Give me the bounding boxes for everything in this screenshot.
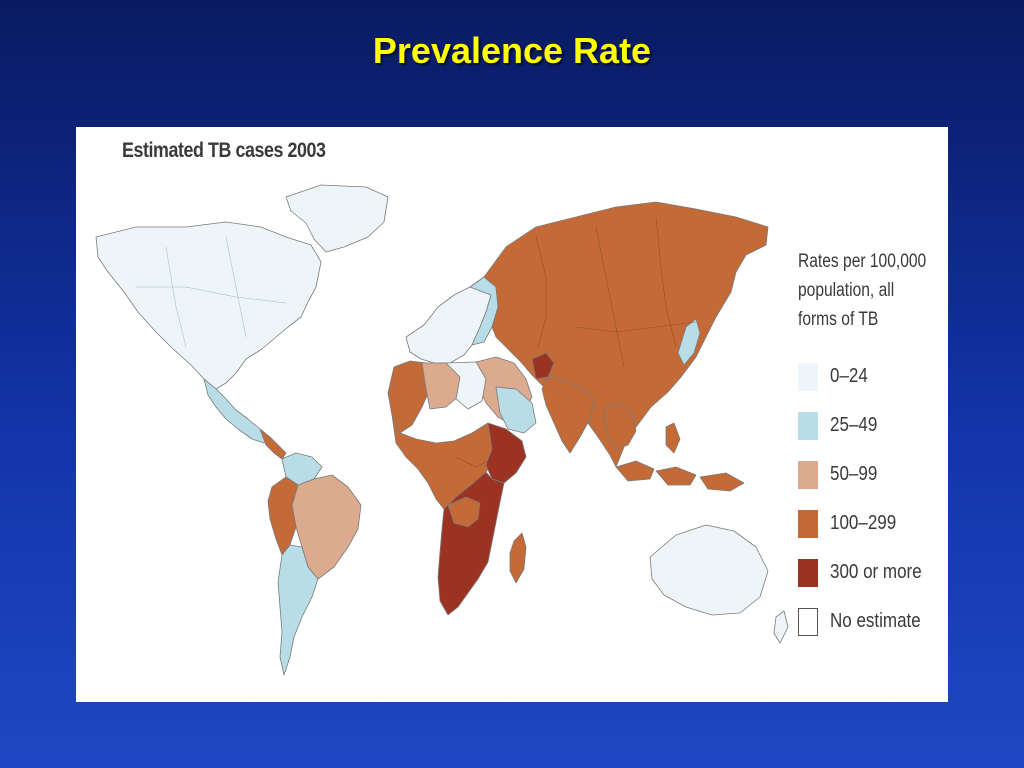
slide-title: Prevalence Rate (372, 30, 652, 71)
legend-item: No estimate (798, 597, 948, 646)
legend-swatch (798, 558, 818, 587)
legend-swatch (798, 460, 818, 489)
region-andes (267, 476, 299, 556)
legend-swatch (798, 607, 818, 636)
legend-item: 100–299 (798, 499, 948, 548)
region-india (541, 376, 595, 454)
legend-swatch (798, 411, 818, 440)
map-legend: Rates per 100,000 population, all forms … (798, 247, 948, 646)
region-madagascar (509, 532, 527, 584)
region-arabia (495, 386, 537, 434)
legend-item: 50–99 (798, 450, 948, 499)
region-north-america (95, 221, 322, 390)
legend-item: 25–49 (798, 401, 948, 450)
region-afghanistan (531, 352, 555, 380)
region-east-africa (485, 422, 527, 484)
legend-swatch (798, 509, 818, 538)
region-southern-cone (277, 544, 319, 676)
region-brazil (291, 474, 362, 580)
region-north-africa-west (387, 360, 437, 434)
tb-map-panel: Estimated TB cases 2003 Rates per 100,00… (76, 127, 948, 702)
region-indonesia-1 (615, 460, 655, 482)
legend-item: 300 or more (798, 548, 948, 597)
region-egypt-libya (445, 361, 487, 410)
legend-label: 25–49 (830, 414, 878, 436)
legend-label: 100–299 (830, 512, 897, 534)
legend-label: 0–24 (830, 365, 868, 387)
region-australia (649, 524, 769, 616)
map-heading: Estimated TB cases 2003 (122, 139, 326, 162)
region-mexico (203, 378, 271, 444)
region-indonesia-2 (655, 466, 697, 486)
region-japan (677, 318, 701, 366)
region-new-zealand (773, 610, 789, 644)
legend-label: No estimate (830, 610, 921, 632)
legend-title: Rates per 100,000 population, all forms … (798, 251, 927, 330)
region-southeast-asia (603, 402, 637, 450)
region-new-guinea (699, 472, 745, 492)
region-greenland (285, 184, 389, 253)
legend-item: 0–24 (798, 352, 948, 401)
legend-swatch (798, 362, 818, 391)
region-central-america (259, 428, 287, 460)
region-central-africa (447, 496, 481, 528)
world-map (95, 184, 789, 676)
region-philippines (665, 422, 681, 454)
region-russia-asia (483, 201, 769, 468)
legend-label: 50–99 (830, 463, 878, 485)
legend-list: 0–24 25–49 50–99 100–299 300 or more No … (798, 352, 948, 646)
legend-label: 300 or more (830, 561, 922, 583)
